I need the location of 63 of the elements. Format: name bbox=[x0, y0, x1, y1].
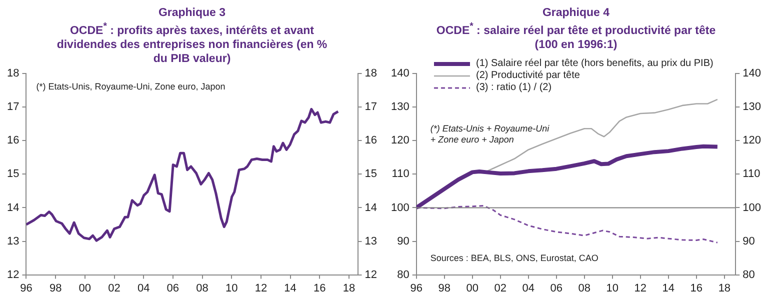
x-tick-label: 02 bbox=[494, 282, 507, 294]
legend-label: (3) : ratio (1) / (2) bbox=[476, 82, 552, 94]
x-tick-label: 04 bbox=[522, 282, 535, 294]
y-tick-label: 13 bbox=[6, 235, 20, 248]
y2-tick-label: 100 bbox=[742, 202, 762, 214]
y-tick-label: 140 bbox=[390, 68, 410, 80]
x-tick-label: 08 bbox=[196, 282, 208, 294]
y-tick-label: 17 bbox=[6, 101, 20, 114]
x-tick-label: 00 bbox=[78, 282, 92, 294]
chart-title: Graphique 4 bbox=[542, 7, 610, 19]
x-tick-label: 02 bbox=[108, 282, 120, 294]
annotation: (*) Etats-Unis, Royaume-Uni, Zone euro, Japon bbox=[36, 82, 226, 92]
y2-tick-label: 130 bbox=[742, 101, 762, 114]
y2-tick-label: 18 bbox=[364, 68, 378, 80]
y2-tick-label: 14 bbox=[364, 202, 378, 214]
x-tick-label: 14 bbox=[284, 282, 296, 294]
y-tick-label: 16 bbox=[6, 134, 20, 147]
y2-tick-label: 16 bbox=[364, 134, 378, 147]
line-series bbox=[416, 204, 718, 244]
y2-tick-label: 12 bbox=[364, 268, 378, 281]
x-tick-label: 10 bbox=[606, 282, 619, 294]
chart-title: Graphique 3 bbox=[158, 7, 226, 19]
y-tick-label: 12 bbox=[6, 268, 20, 281]
x-tick-label: 98 bbox=[438, 282, 450, 294]
annotation: (*) Etats-Unis + Royaume-Uni + Zone euro + Japon bbox=[430, 124, 550, 145]
x-tick-label: 00 bbox=[466, 282, 478, 294]
y-tick-label: 110 bbox=[392, 168, 410, 180]
legend-label: (1) Salaire réel par tête (hors benefits, au prix du PIB) bbox=[476, 58, 714, 70]
y2-tick-label: 140 bbox=[742, 68, 762, 80]
legend-label: (2) Productivité par tête bbox=[476, 70, 580, 82]
x-tick-label: 16 bbox=[314, 282, 326, 294]
chart-subtitle: OCDE$^{*}$ : salaire réel par tête et productivité par tête (100 en 1996:1) bbox=[436, 21, 716, 51]
x-tick-label: 14 bbox=[662, 282, 675, 294]
y-tick-label: 120 bbox=[390, 134, 410, 147]
y2-tick-label: 17 bbox=[364, 101, 378, 114]
x-tick-label: 96 bbox=[410, 282, 422, 294]
x-tick-label: 04 bbox=[137, 282, 150, 294]
y-tick-label: 130 bbox=[390, 101, 410, 114]
x-tick-label: 12 bbox=[254, 282, 268, 294]
x-tick-label: 06 bbox=[166, 282, 180, 294]
y-tick-label: 80 bbox=[397, 268, 410, 281]
x-tick-label: 06 bbox=[550, 282, 563, 294]
annotation: Sources : BEA, BLS, ONS, Eurostat, CAO bbox=[430, 252, 598, 263]
x-tick-label: 08 bbox=[578, 282, 591, 294]
y-tick-label: 90 bbox=[397, 235, 410, 248]
y2-tick-label: 120 bbox=[742, 134, 762, 147]
y2-tick-label: 13 bbox=[364, 235, 378, 248]
x-tick-label: 96 bbox=[20, 282, 32, 294]
y2-tick-label: 90 bbox=[742, 235, 755, 248]
x-tick-label: 18 bbox=[718, 282, 731, 294]
chart-subtitle: OCDE$^{*}$ : profits après taxes, intérêts et avant dividendes des entreprises non financières (en % du PIB valeur) bbox=[56, 21, 328, 65]
x-tick-label: 98 bbox=[49, 282, 62, 294]
y-tick-label: 14 bbox=[6, 202, 20, 214]
x-tick-label: 12 bbox=[634, 282, 647, 294]
y2-tick-label: 80 bbox=[742, 268, 755, 281]
x-tick-label: 10 bbox=[225, 282, 238, 294]
y-tick-label: 15 bbox=[6, 168, 20, 180]
y-tick-label: 18 bbox=[6, 68, 20, 80]
x-tick-label: 18 bbox=[342, 282, 356, 294]
y2-tick-label: 15 bbox=[364, 168, 378, 180]
y-tick-label: 100 bbox=[390, 202, 410, 214]
y2-tick-label: 110 bbox=[742, 168, 760, 180]
x-tick-label: 16 bbox=[690, 282, 703, 294]
